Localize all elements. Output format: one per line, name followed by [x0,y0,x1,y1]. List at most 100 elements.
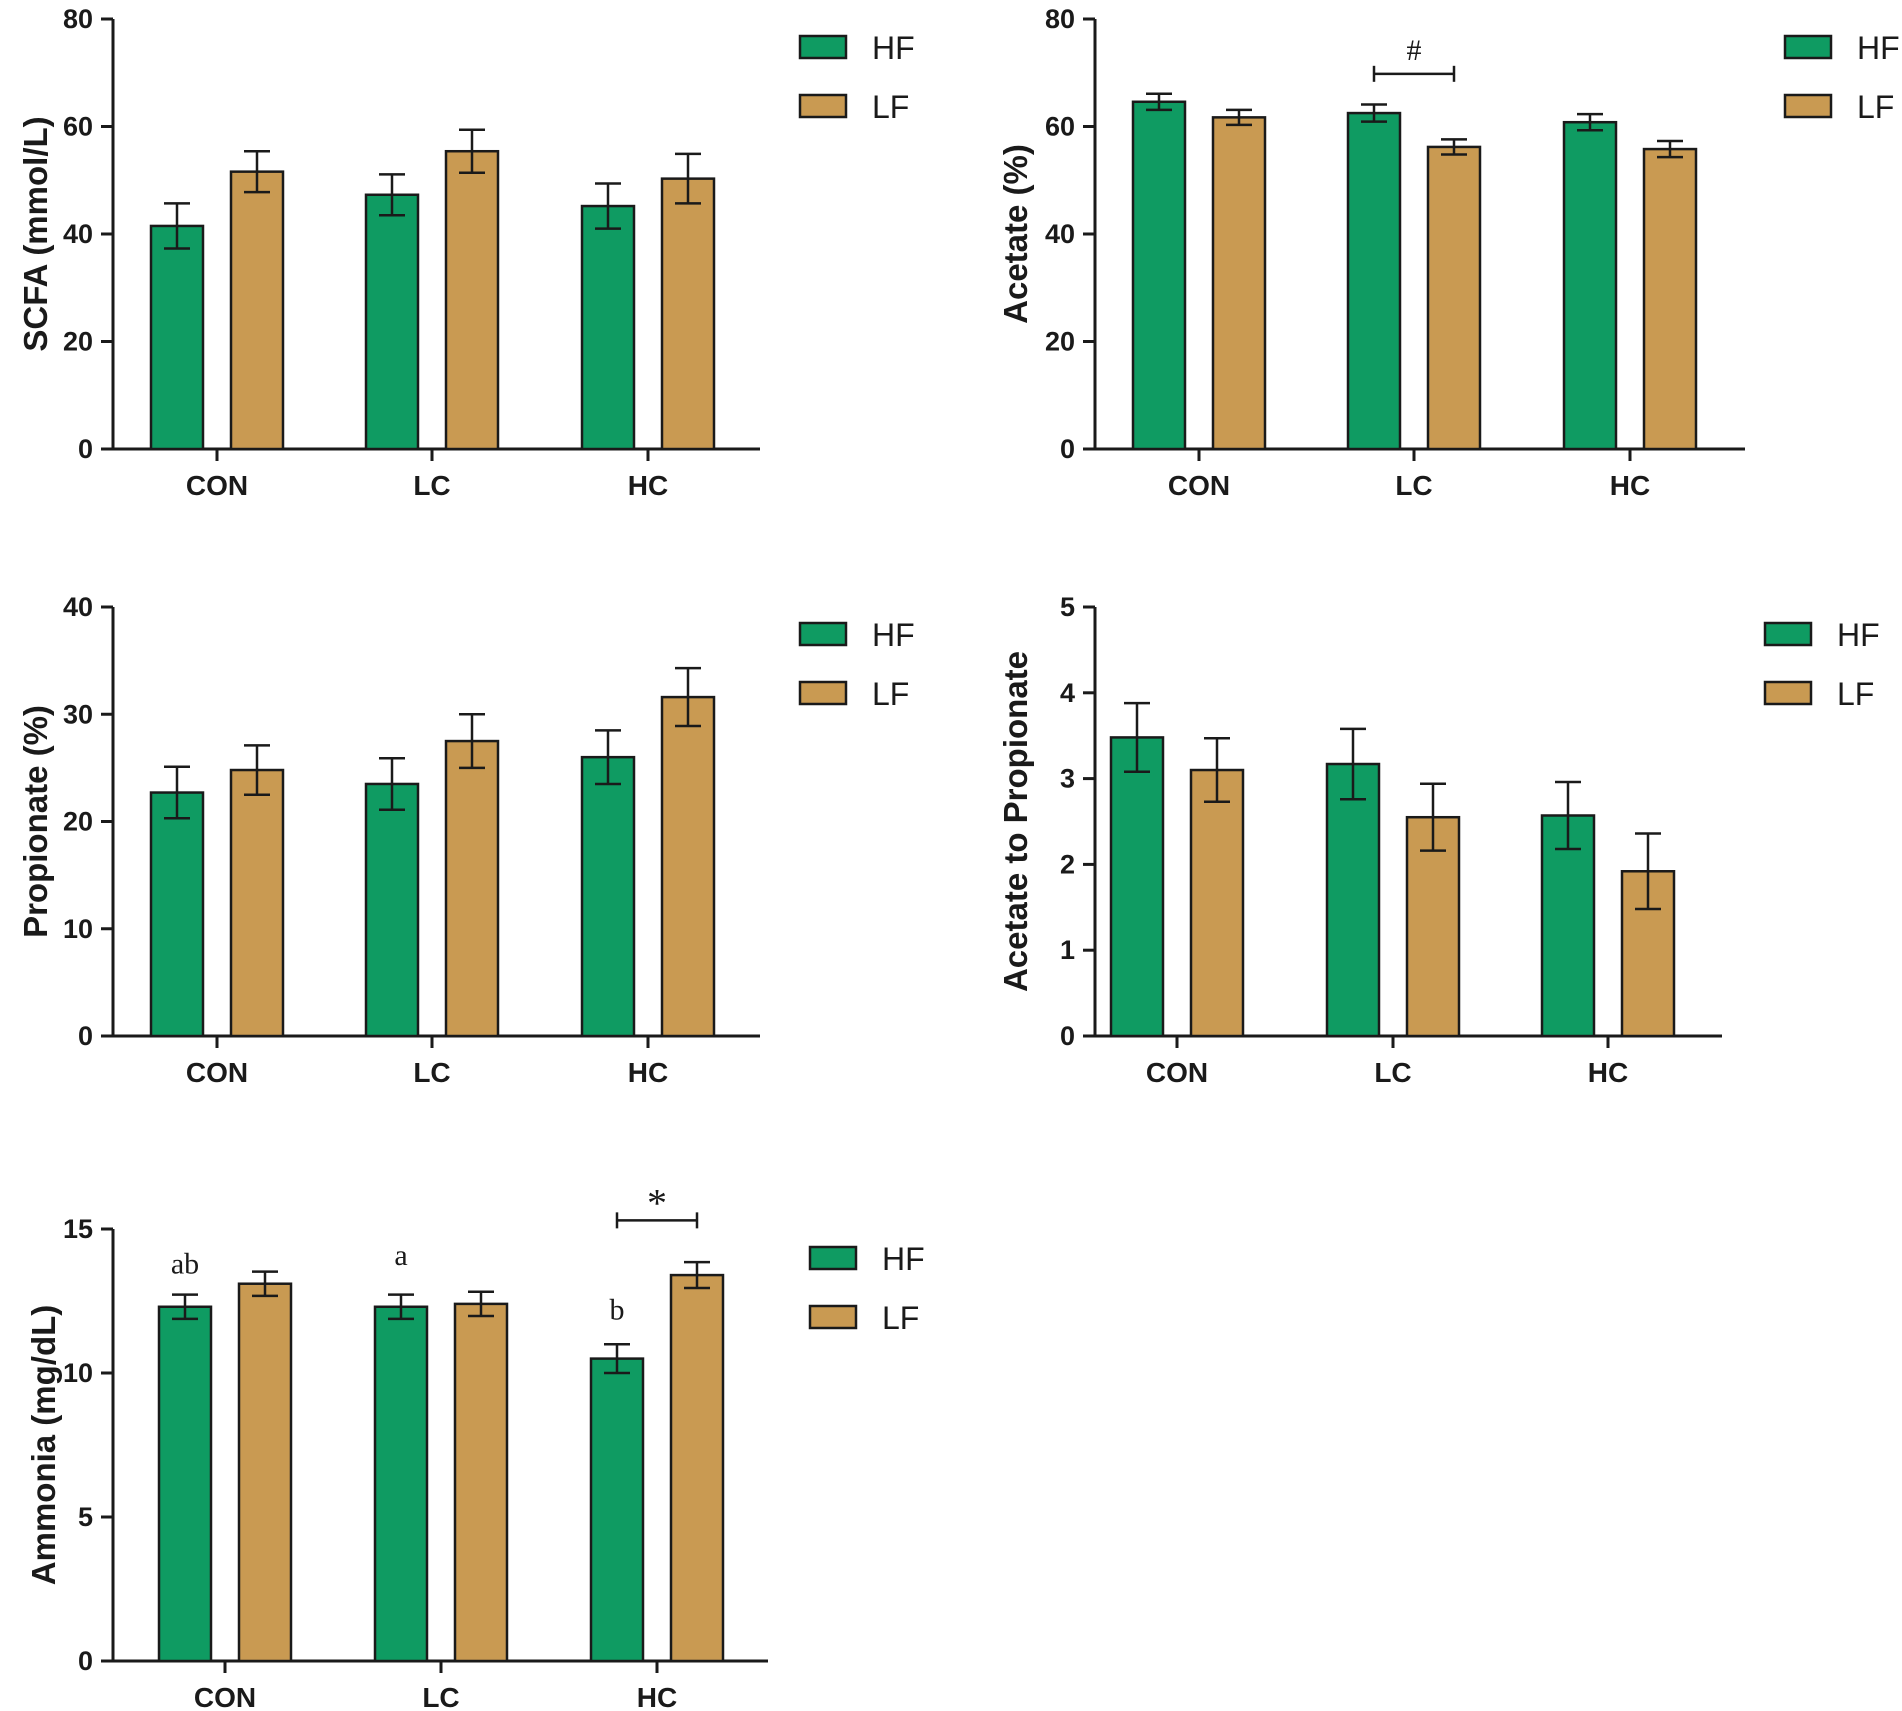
chart-panel-1: 0 20 40 60 80 SCFA (mmol/L) CON LC HC HF LF [17,4,915,501]
bar-hf-hc [580,755,636,1038]
x-tick-label: HC [1610,470,1650,501]
x-tick-label: LC [1374,1057,1411,1088]
bar-lf-hc [1642,147,1698,451]
legend-label-lf: LF [1857,89,1894,125]
x-tick-label: LC [422,1682,459,1711]
legend-label-lf: LF [882,1300,919,1336]
bar-lf-lc [1426,145,1482,451]
y-tick-label: 40 [1045,219,1075,249]
legend-swatch-hf [1763,621,1813,647]
bar-lf-lc [453,1302,509,1663]
bar-lf-con [229,170,285,451]
legend-label-lf: LF [872,676,909,712]
x-tick-label: HC [637,1682,677,1711]
legend-label-hf: HF [882,1241,925,1277]
bar-hf-lc [1325,762,1381,1038]
y-tick-label: 2 [1060,849,1075,879]
y-tick-label: 40 [63,219,93,249]
y-tick-label: 0 [78,434,93,464]
y-tick-label: 80 [1045,4,1075,34]
y-tick-label: 15 [63,1214,93,1244]
bar-lf-hc [660,177,716,451]
y-tick-label: 5 [78,1502,93,1532]
chart-panel-3: 0 10 20 30 40 Propionate (%) CON LC HC HF LF [17,592,915,1088]
x-tick-label: CON [186,470,248,501]
legend-swatch-lf [798,93,848,119]
bar-lf-hc [660,695,716,1038]
bar-lf-lc [1405,815,1461,1038]
bar-lf-lc [444,149,500,451]
bar-lf-con [237,1282,293,1663]
bar-lf-hc [669,1273,725,1663]
y-tick-label: 0 [1060,434,1075,464]
y-tick-label: 0 [1060,1021,1075,1051]
legend-swatch-lf [1763,680,1813,706]
significance-mark: # [1407,34,1422,67]
legend-swatch-lf [808,1304,858,1330]
x-tick-label: LC [413,1057,450,1088]
y-tick-label: 20 [1045,327,1075,357]
y-tick-label: 10 [63,914,93,944]
y-axis-label: Acetate to Propionate [997,651,1034,992]
x-tick-label: CON [194,1682,256,1711]
bar-hf-hc [589,1357,645,1663]
y-tick-label: 60 [1045,112,1075,142]
bar-lf-con [1189,768,1245,1038]
chart-panel-4: 0 1 2 3 4 5 Acetate to Propionate CON LC HC HF LF [997,592,1880,1088]
bar-hf-hc [1540,814,1596,1038]
legend-swatch-hf [808,1245,858,1271]
legend-swatch-lf [798,680,848,706]
bar-hf-con [1109,736,1165,1038]
y-tick-label: 40 [63,592,93,622]
bar-lf-lc [444,739,500,1038]
chart-panel-2: 0 20 40 60 80 Acetate (%) CON LC HC # HF LF [997,4,1900,501]
y-tick-label: 60 [63,112,93,142]
significance-mark: * [647,1180,667,1225]
legend-label-lf: LF [1837,676,1874,712]
y-tick-label: 20 [63,807,93,837]
bar-hf-con [1131,100,1187,451]
x-tick-label: LC [413,470,450,501]
group-letter: b [610,1294,625,1327]
legend-label-hf: HF [1857,30,1900,66]
legend-label-hf: HF [872,617,915,653]
legend-swatch-hf [798,34,848,60]
bar-hf-con [149,791,205,1038]
legend-label-hf: HF [872,30,915,66]
bar-lf-con [1211,116,1267,451]
bar-hf-con [157,1305,213,1663]
y-tick-label: 0 [78,1646,93,1676]
x-tick-label: HC [1588,1057,1628,1088]
bar-hf-hc [1562,120,1618,451]
y-tick-label: 0 [78,1021,93,1051]
legend-swatch-hf [798,621,848,647]
group-letter: ab [171,1248,199,1281]
y-tick-label: 20 [63,327,93,357]
y-axis-label: Ammonia (mg/dL) [25,1305,62,1585]
y-tick-label: 5 [1060,592,1075,622]
bar-hf-con [149,224,205,451]
y-tick-label: 30 [63,699,93,729]
bar-hf-lc [364,782,420,1038]
y-tick-label: 3 [1060,764,1075,794]
legend-swatch-lf [1783,93,1833,119]
group-letter: a [394,1239,407,1272]
bar-hf-lc [373,1305,429,1663]
bar-hf-lc [364,193,420,451]
bar-lf-con [229,768,285,1038]
legend-label-hf: HF [1837,617,1880,653]
y-axis-label: Propionate (%) [17,705,54,938]
y-tick-label: 4 [1060,678,1075,708]
x-tick-label: HC [628,470,668,501]
x-tick-label: CON [1168,470,1230,501]
x-tick-label: CON [1146,1057,1208,1088]
bar-hf-hc [580,204,636,451]
x-tick-label: HC [628,1057,668,1088]
x-tick-label: CON [186,1057,248,1088]
bar-hf-lc [1346,111,1402,451]
y-axis-label: SCFA (mmol/L) [17,116,54,351]
legend-label-lf: LF [872,89,909,125]
y-tick-label: 1 [1060,935,1075,965]
